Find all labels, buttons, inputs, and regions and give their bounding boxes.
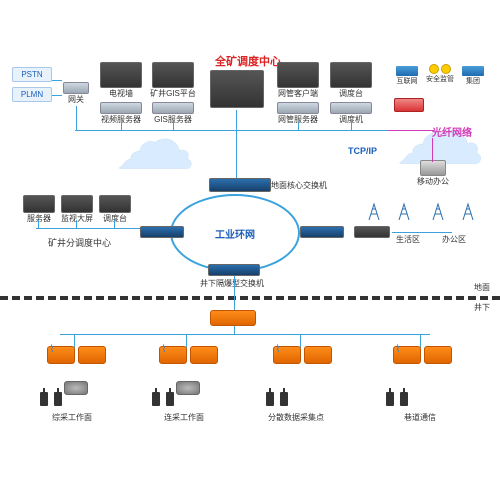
group-icon: 集团 xyxy=(462,66,484,86)
tcpip-label: TCP/IP xyxy=(348,146,377,156)
v2 xyxy=(173,122,174,130)
right-switch xyxy=(300,226,344,238)
v4 xyxy=(298,122,299,130)
tower-4 xyxy=(462,202,474,220)
wifi-icon: ⌇ xyxy=(50,344,55,355)
v5 xyxy=(351,122,352,130)
sec2-label: 连采工作面 xyxy=(164,412,204,423)
subdev-disp: 调度台 xyxy=(98,195,132,224)
conn-pstn xyxy=(52,80,62,81)
subdev-mon: 监视大屏 xyxy=(60,195,94,224)
radio-4a xyxy=(386,392,394,406)
wifi-link xyxy=(392,232,452,233)
sub-switch xyxy=(140,226,184,238)
radio-2a xyxy=(152,392,160,406)
pstn-box: PSTN xyxy=(12,67,52,82)
junction xyxy=(210,310,256,326)
sec3: ⌇ xyxy=(266,346,338,375)
safety-icon: 安全监管 xyxy=(426,64,454,84)
mobile-office: 移动办公 xyxy=(408,160,458,187)
radio-1b xyxy=(54,392,62,406)
sec2: ⌇ xyxy=(152,346,224,395)
diagram-canvas: ☁ ☁ PSTN PLMN 网关 全矿调度中心 电视墙 视频服务器 矿井GIS平… xyxy=(0,0,500,500)
tower-3 xyxy=(432,202,444,220)
subdev-srv: 服务器 xyxy=(22,195,56,224)
sec1-label: 综采工作面 xyxy=(52,412,92,423)
ug-bus xyxy=(60,334,430,335)
ring-label: 工业环网 xyxy=(215,226,255,241)
sub-bus xyxy=(36,228,140,229)
fiber-h xyxy=(388,130,434,131)
sec1: ⌇ xyxy=(40,346,112,395)
dev-core xyxy=(210,70,264,108)
dev-tv: 电视墙 xyxy=(100,62,142,99)
v3 xyxy=(236,110,237,130)
fiber-label: 光纤网络 xyxy=(432,124,472,139)
radio-1a xyxy=(40,392,48,406)
underground-lbl: 井下 xyxy=(474,302,490,313)
sec4: ⌇ xyxy=(386,346,458,375)
core-switch-label: 地面核心交换机 xyxy=(271,180,327,191)
ground-divider xyxy=(0,296,500,300)
router xyxy=(394,98,424,112)
tower-2 xyxy=(398,202,410,220)
dev-dispatch: 调度台 xyxy=(330,62,372,99)
plmn-box: PLMN xyxy=(12,87,52,102)
v1 xyxy=(121,122,122,130)
office-zone: 办公区 xyxy=(442,234,466,245)
radio-3a xyxy=(266,392,274,406)
main-title: 全矿调度中心 xyxy=(215,53,281,69)
wireless-ctrl xyxy=(354,226,390,238)
core-switch: 地面核心交换机 xyxy=(205,178,275,192)
dev-nms-client: 网管客户端 xyxy=(277,62,319,99)
radio-4b xyxy=(400,392,408,406)
ug-switch-label: 井下隔爆型交换机 xyxy=(200,278,264,289)
tower-1 xyxy=(368,202,380,220)
sub-center-label: 矿井分调度中心 xyxy=(48,236,111,249)
drop xyxy=(234,276,235,312)
sec4-label: 巷道通信 xyxy=(404,412,436,423)
internet-icon: 互联网 xyxy=(396,66,418,86)
radio-3b xyxy=(280,392,288,406)
conn-plmn xyxy=(52,95,62,96)
fiber-v xyxy=(432,138,433,162)
ug-switch xyxy=(208,264,260,276)
sec3-label: 分散数据采集点 xyxy=(268,412,324,423)
v-gw xyxy=(76,106,77,130)
dev-gis: 矿井GIS平台 xyxy=(152,62,194,99)
radio-2b xyxy=(166,392,174,406)
v-main xyxy=(236,130,237,178)
top-bus xyxy=(75,130,390,131)
gateway: 网关 xyxy=(60,82,92,105)
life-zone: 生活区 xyxy=(396,234,420,245)
surface-lbl: 地面 xyxy=(474,282,490,293)
